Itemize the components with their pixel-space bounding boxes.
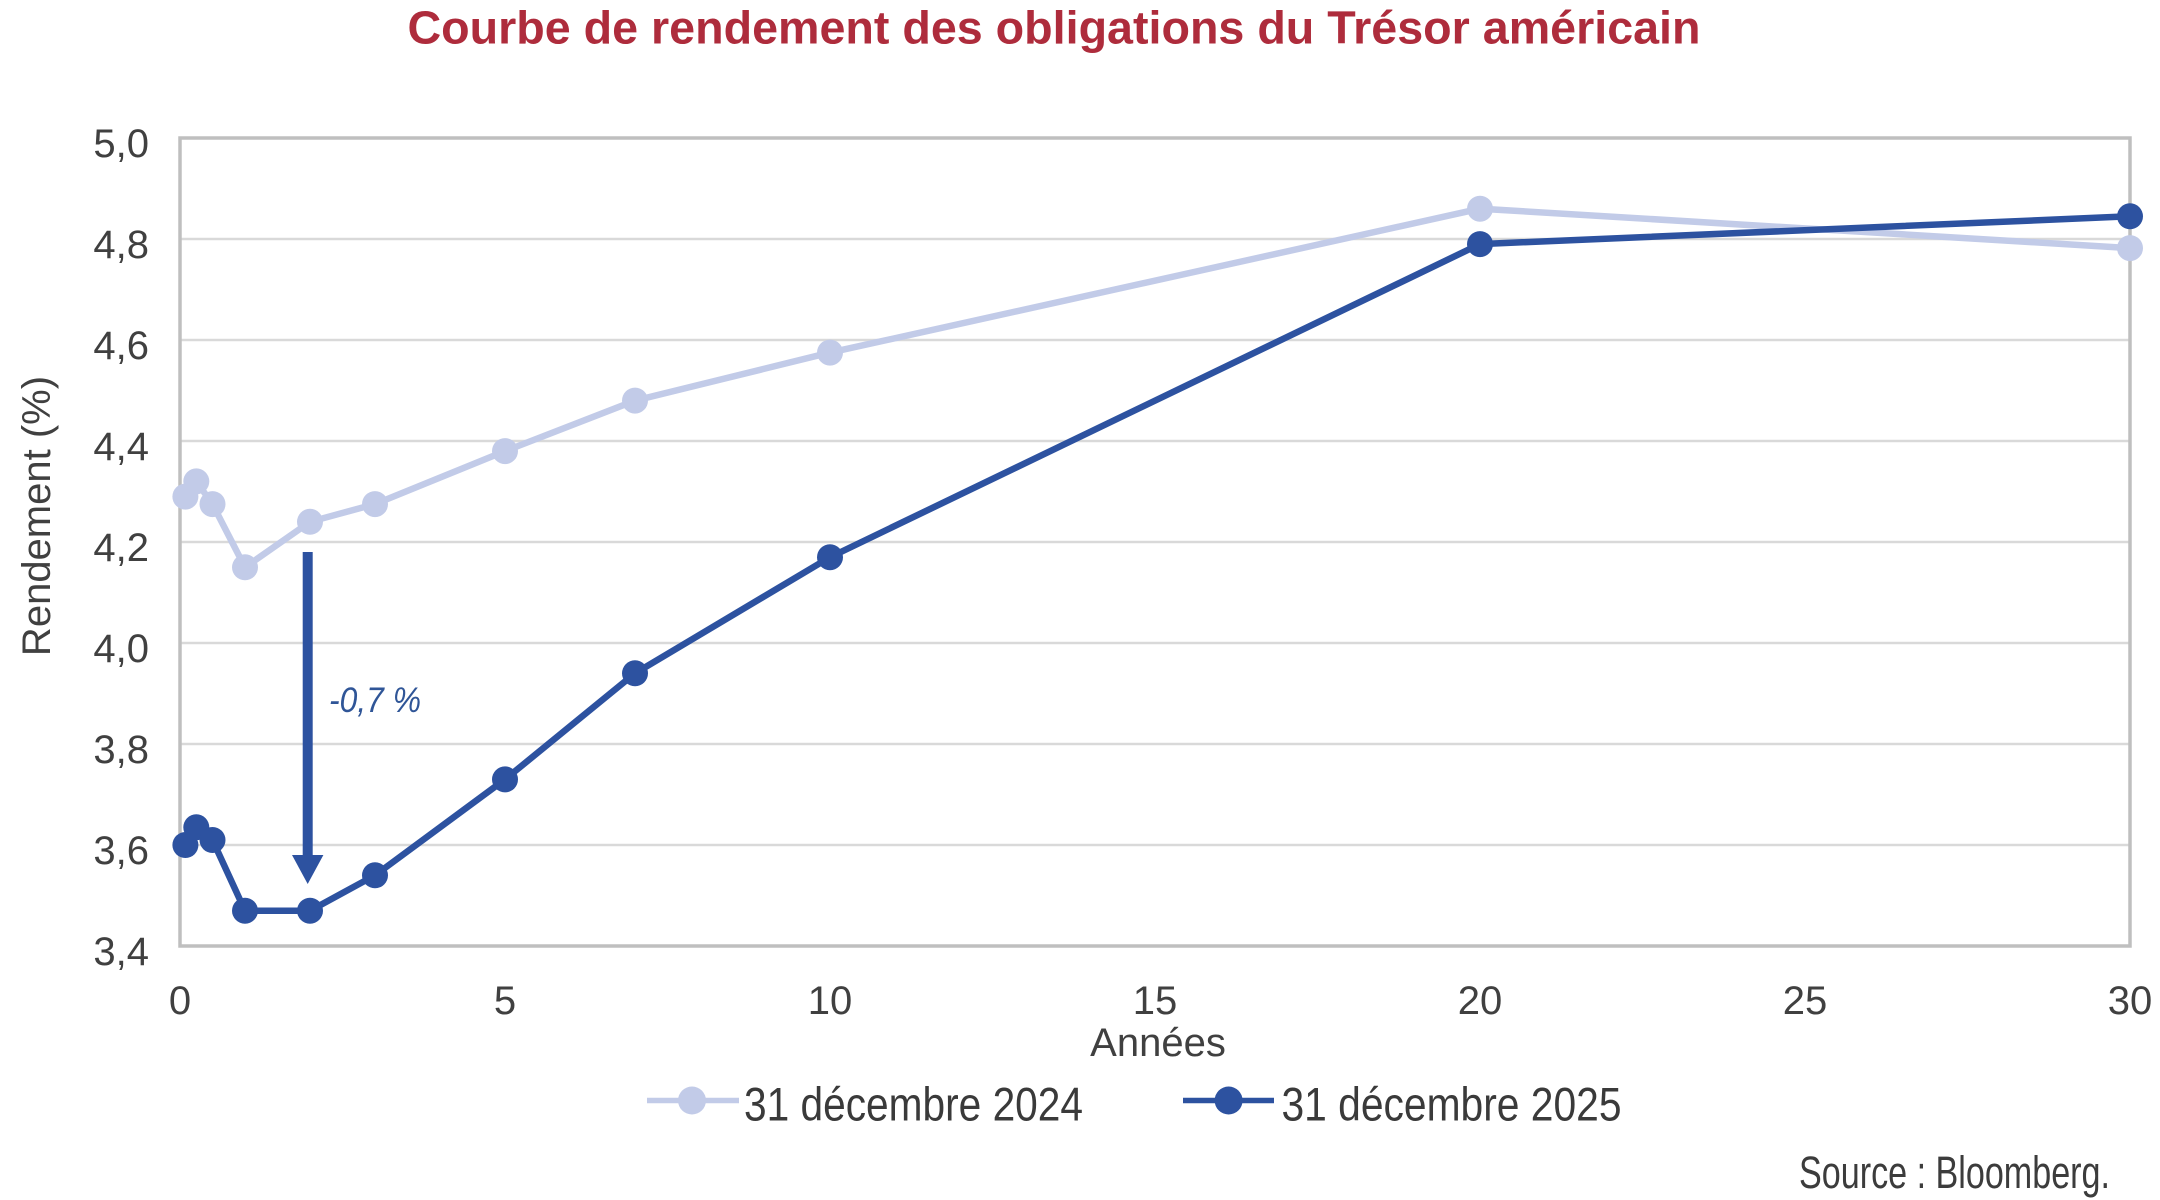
svg-text:4,4: 4,4 xyxy=(93,425,149,469)
svg-text:5,0: 5,0 xyxy=(93,122,149,166)
svg-text:31 décembre 2025: 31 décembre 2025 xyxy=(1282,1078,1622,1131)
svg-text:-0,7 %: -0,7 % xyxy=(329,681,421,720)
svg-text:10: 10 xyxy=(808,979,853,1023)
svg-text:4,2: 4,2 xyxy=(93,526,149,570)
svg-text:31 décembre 2024: 31 décembre 2024 xyxy=(744,1078,1083,1131)
svg-text:3,6: 3,6 xyxy=(93,829,149,873)
svg-text:4,0: 4,0 xyxy=(93,627,149,671)
svg-text:4,8: 4,8 xyxy=(93,223,149,267)
svg-text:4,6: 4,6 xyxy=(93,324,149,368)
svg-text:Années: Années xyxy=(1090,1021,1226,1065)
svg-text:0: 0 xyxy=(169,979,191,1023)
svg-text:5: 5 xyxy=(494,979,516,1023)
svg-text:15: 15 xyxy=(1133,979,1178,1023)
svg-text:25: 25 xyxy=(1783,979,1828,1023)
svg-text:3,8: 3,8 xyxy=(93,728,149,772)
svg-text:Courbe de rendement des obliga: Courbe de rendement des obligations du T… xyxy=(408,2,1701,54)
svg-text:30: 30 xyxy=(2108,979,2153,1023)
svg-text:Source : Bloomberg.: Source : Bloomberg. xyxy=(1799,1147,2110,1198)
svg-text:20: 20 xyxy=(1458,979,1503,1023)
svg-text:3,4: 3,4 xyxy=(93,930,149,974)
svg-text:Rendement (%): Rendement (%) xyxy=(15,376,59,656)
